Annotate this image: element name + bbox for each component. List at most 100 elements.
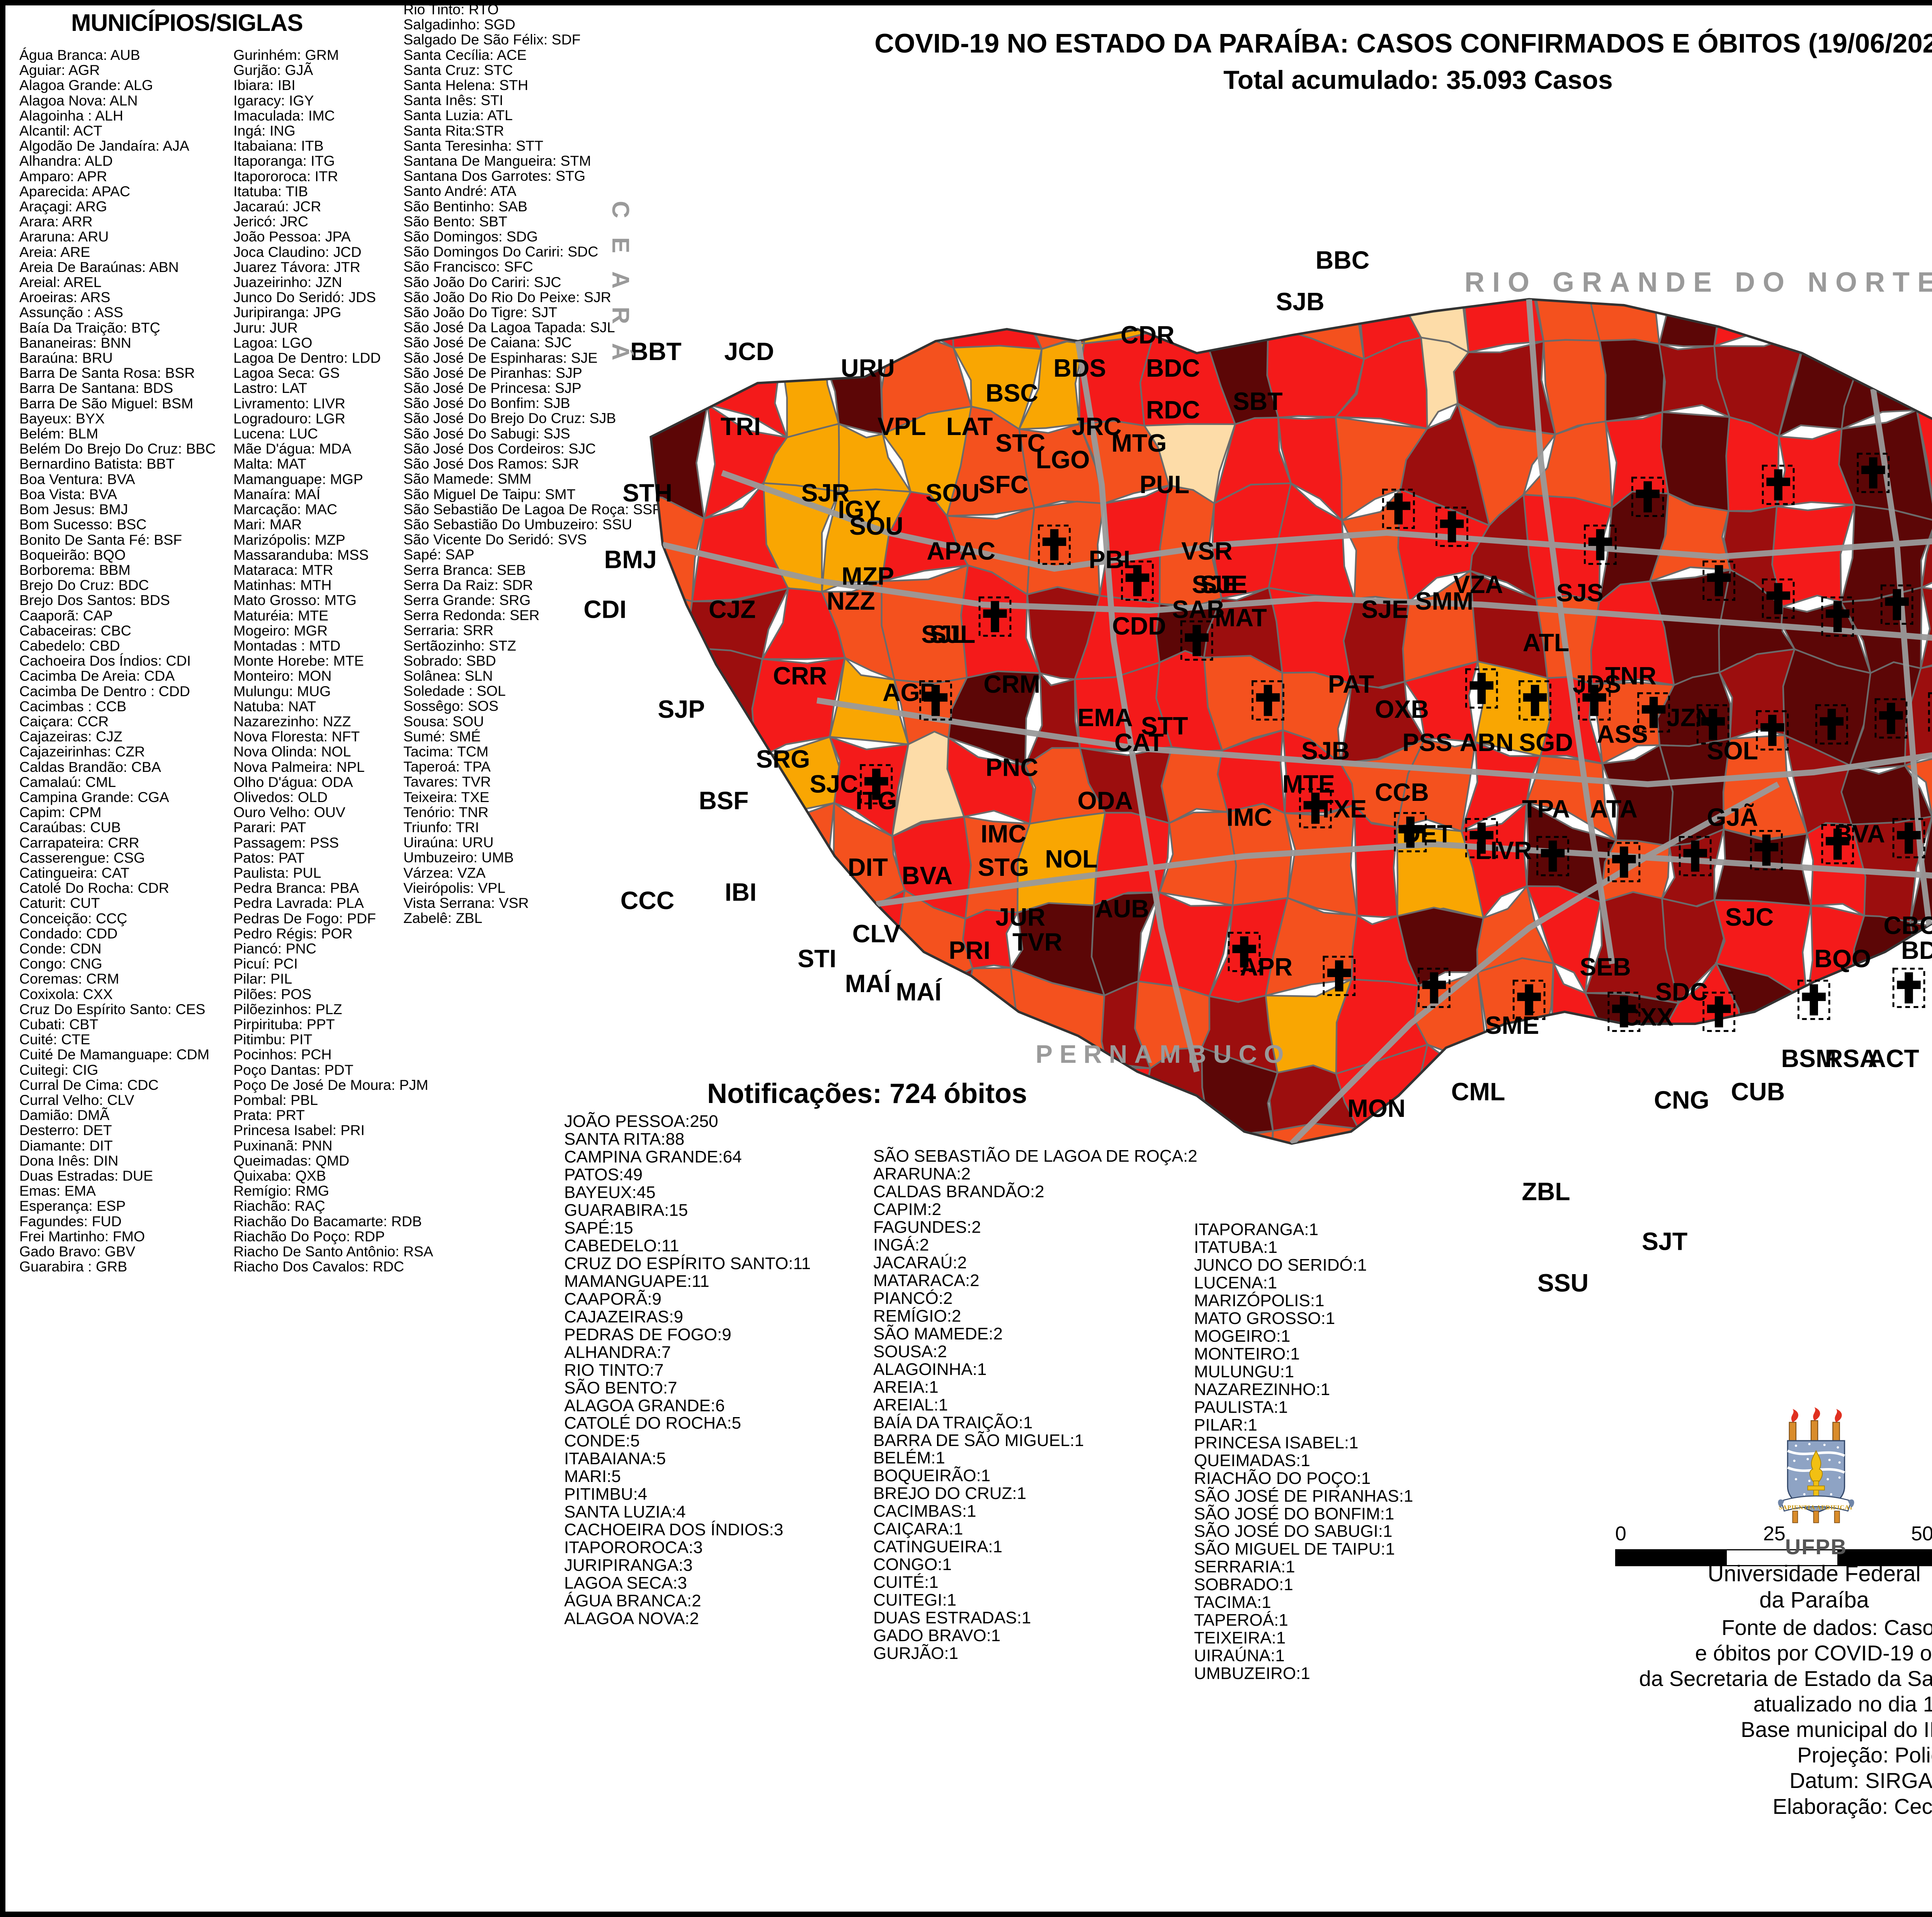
municipality-polygon[interactable]	[580, 495, 635, 590]
obito-entry: BELÉM:1	[873, 1448, 945, 1468]
municipality-polygon[interactable]	[711, 190, 783, 262]
siglas-entry: Sousa: SOU	[403, 713, 484, 729]
siglas-entry: Cuitegi: CIG	[19, 1061, 99, 1078]
municipality-polygon[interactable]	[580, 906, 648, 1000]
obito-entry: CACIMBAS:1	[873, 1502, 976, 1521]
municipality-polygon[interactable]	[830, 202, 913, 256]
municipality-polygon[interactable]	[580, 656, 662, 763]
municipality-polygon[interactable]	[1408, 185, 1472, 272]
siglas-entry: Fagundes: FUD	[19, 1213, 122, 1229]
municipality-polygon[interactable]	[1275, 185, 1341, 294]
municipality-polygon[interactable]	[634, 185, 716, 252]
siglas-entry: São Bentinho: SAB	[403, 198, 528, 214]
siglas-entry: Pedra Lavrada: PLA	[233, 895, 364, 911]
municipality-abbr-label: EMA	[1078, 703, 1133, 731]
municipality-polygon[interactable]	[580, 407, 634, 525]
municipality-polygon[interactable]	[1916, 404, 1932, 532]
obito-entry: LAGOA SECA:3	[564, 1574, 687, 1593]
obito-entry: MAMANGUAPE:11	[564, 1271, 709, 1291]
municipality-abbr-label: VZA	[1453, 570, 1503, 598]
municipality-polygon[interactable]	[1017, 185, 1102, 284]
municipality-polygon[interactable]	[580, 743, 668, 844]
municipality-polygon[interactable]	[753, 802, 842, 926]
municipality-polygon[interactable]	[949, 185, 1037, 284]
municipality-polygon[interactable]	[776, 250, 843, 368]
municipality-polygon[interactable]	[1592, 185, 1663, 265]
siglas-entry: Alagoinha : ALH	[19, 107, 123, 124]
municipality-polygon[interactable]	[905, 185, 961, 258]
municipality-polygon[interactable]	[824, 248, 914, 364]
municipality-polygon[interactable]	[1653, 185, 1730, 265]
municipality-polygon[interactable]	[1076, 185, 1159, 279]
municipality-polygon[interactable]	[1903, 185, 1932, 273]
siglas-entry: Vieirópolis: VPL	[403, 879, 506, 896]
siglas-entry: Puxinanã: PNN	[233, 1137, 333, 1154]
siglas-entry: Emas: EMA	[19, 1183, 96, 1199]
obito-entry: PITIMBU:4	[564, 1485, 648, 1504]
siglas-entry: São João Do Tigre: SJT	[403, 304, 558, 321]
siglas-entry: Guarabira : GRB	[19, 1258, 128, 1275]
municipality-polygon[interactable]	[1920, 577, 1932, 670]
source-credits: Fonte de dados: Casos confirmadose óbito…	[1596, 1615, 1932, 1819]
siglas-entry: Santana Dos Garrotes: STG	[403, 168, 586, 184]
death-cross-marker	[1821, 824, 1854, 865]
municipality-polygon[interactable]	[1840, 764, 1932, 829]
municipality-abbr-label: ZBL	[1522, 1177, 1570, 1205]
obito-entry: TEIXEIRA:1	[1194, 1628, 1286, 1648]
siglas-entry: São João Do Rio Do Peixe: SJR	[403, 289, 611, 305]
municipality-polygon[interactable]	[630, 589, 697, 659]
municipality-polygon[interactable]	[1915, 323, 1932, 412]
municipality-polygon[interactable]	[1202, 277, 1286, 336]
municipality-polygon[interactable]	[1909, 808, 1932, 926]
municipality-polygon[interactable]	[1540, 185, 1611, 255]
death-cross-marker	[1418, 967, 1451, 1008]
municipality-polygon[interactable]	[1771, 503, 1856, 608]
municipality-polygon[interactable]	[1903, 754, 1932, 817]
death-cross-marker	[1584, 524, 1617, 565]
siglas-entry: Remígio: RMG	[233, 1183, 329, 1199]
municipality-polygon[interactable]	[1148, 185, 1205, 277]
death-cross-marker	[1880, 584, 1913, 625]
municipality-polygon[interactable]	[1543, 339, 1611, 436]
municipality-polygon[interactable]	[1860, 185, 1908, 273]
siglas-entry: Pedra Branca: PBA	[233, 880, 359, 896]
siglas-entry: Pilõezinhos: PLZ	[233, 1001, 342, 1017]
siglas-entry: Riacho Dos Cavalos: RDC	[233, 1258, 404, 1275]
municipality-polygon[interactable]	[1904, 661, 1932, 767]
siglas-entry: Catingueira: CAT	[19, 864, 129, 881]
obito-entry: MATARACA:2	[873, 1271, 980, 1290]
municipality-polygon[interactable]	[631, 990, 725, 1075]
siglas-entry: Aroeiras: ARS	[19, 289, 111, 306]
municipality-polygon[interactable]	[755, 187, 842, 258]
siglas-entry: Pilões: POS	[233, 986, 312, 1002]
siglas-entry: Cacimbas : CCB	[19, 698, 127, 714]
siglas-entry: Igaracy: IGY	[233, 92, 314, 109]
siglas-entry: Areia: ARE	[19, 243, 90, 260]
siglas-entry: Aparecida: APAC	[19, 183, 130, 199]
municipality-polygon[interactable]	[765, 967, 842, 1087]
municipality-polygon[interactable]	[889, 248, 956, 349]
municipality-polygon[interactable]	[1718, 185, 1793, 252]
municipality-polygon[interactable]	[1271, 1122, 1360, 1224]
municipality-polygon[interactable]	[1198, 201, 1284, 286]
death-cross-marker	[1394, 812, 1427, 853]
obito-entry: SÃO SEBASTIÃO DE LAGOA DE ROÇA:2	[873, 1147, 1197, 1166]
municipality-polygon[interactable]	[765, 884, 847, 990]
siglas-entry: Barra De São Miguel: BSM	[19, 395, 194, 411]
siglas-entry: São José Dos Cordeiros: SJC	[403, 440, 596, 457]
siglas-entry: Belém Do Brejo Do Cruz: BBC	[19, 440, 216, 457]
municipality-polygon[interactable]	[1469, 194, 1553, 260]
municipality-abbr-label: TPA	[1522, 795, 1570, 823]
siglas-entry: Mulungu: MUG	[233, 683, 331, 699]
siglas-entry: Patos: PAT	[233, 849, 305, 866]
paraiba-choropleth-map[interactable]: BBT JCD URU TRI STH SJR SOU BMJ CDI CJZ NZZ SJL CRR A…	[580, 185, 1932, 1383]
obito-entry: GADO BRAVO:1	[873, 1626, 1001, 1645]
highways	[662, 299, 1932, 1144]
municipality-polygon[interactable]	[1920, 511, 1932, 589]
municipality-polygon[interactable]	[656, 739, 704, 841]
municipality-polygon[interactable]	[1787, 203, 1873, 263]
municipality-polygon[interactable]	[710, 988, 789, 1086]
siglas-entry: Serra Branca: SEB	[403, 561, 526, 578]
municipality-polygon[interactable]	[580, 970, 649, 1072]
municipality-polygon[interactable]	[1599, 338, 1665, 423]
